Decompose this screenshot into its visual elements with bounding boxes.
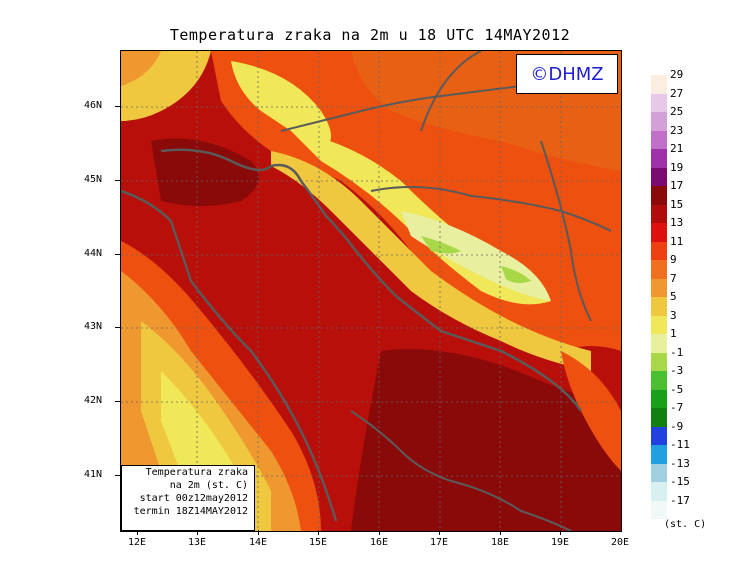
map-info-box: Temperatura zraka na 2m (st. C) start 00… bbox=[121, 465, 255, 531]
colorbar-swatch bbox=[651, 241, 667, 260]
colorbar-label: -13 bbox=[670, 456, 690, 470]
x-tick bbox=[197, 530, 198, 535]
x-tick bbox=[137, 530, 138, 535]
colorbar-swatch bbox=[651, 112, 667, 131]
y-tick bbox=[115, 401, 120, 402]
y-tick bbox=[115, 475, 120, 476]
colorbar-swatch bbox=[651, 149, 667, 168]
colorbar-unit: (st. C) bbox=[664, 519, 707, 530]
colorbar-label: -7 bbox=[670, 401, 684, 414]
colorbar-swatch bbox=[651, 500, 667, 519]
x-tick-label: 12E bbox=[127, 537, 147, 548]
colorbar-swatch bbox=[651, 93, 667, 112]
y-tick bbox=[115, 180, 120, 181]
colorbar-label: -1 bbox=[670, 345, 684, 359]
colorbar-swatch bbox=[651, 371, 667, 390]
colorbar-label: 21 bbox=[670, 142, 684, 155]
y-tick-label: 44N bbox=[84, 248, 103, 259]
x-tick-label: 18E bbox=[490, 537, 510, 548]
colorbar-label: 15 bbox=[670, 197, 684, 211]
info-line: start 00z12may2012 bbox=[139, 493, 248, 504]
temperature-map bbox=[120, 50, 622, 532]
colorbar-label: -9 bbox=[670, 419, 684, 433]
x-tick bbox=[560, 530, 561, 535]
colorbar-label: 27 bbox=[670, 86, 684, 100]
dhmz-logo: ©DHMZ bbox=[516, 54, 618, 94]
y-tick bbox=[115, 327, 120, 328]
y-tick-label: 43N bbox=[84, 321, 103, 332]
colorbar-swatch bbox=[651, 389, 667, 408]
colorbar-label: 11 bbox=[670, 234, 684, 248]
colorbar-swatch bbox=[651, 445, 667, 464]
x-tick-label: 17E bbox=[429, 537, 449, 548]
colorbar-swatch bbox=[651, 482, 667, 501]
x-tick-label: 13E bbox=[187, 537, 207, 548]
colorbar-swatch bbox=[651, 223, 667, 242]
x-tick bbox=[500, 530, 501, 535]
info-line: termin 18Z14MAY2012 bbox=[133, 506, 248, 517]
x-tick-label: 19E bbox=[550, 537, 570, 548]
x-tick-label: 15E bbox=[308, 537, 328, 548]
page-title: Temperatura zraka na 2m u 18 UTC 14MAY20… bbox=[169, 26, 571, 44]
colorbar-label: 1 bbox=[670, 327, 677, 340]
colorbar-swatch bbox=[651, 204, 667, 223]
y-tick-label: 45N bbox=[84, 174, 103, 185]
colorbar-swatch bbox=[651, 334, 667, 353]
x-tick bbox=[318, 530, 319, 535]
x-tick bbox=[258, 530, 259, 535]
colorbar-swatch bbox=[651, 297, 667, 316]
colorbar-label: -5 bbox=[670, 382, 684, 396]
colorbar-swatch bbox=[651, 352, 667, 371]
colorbar-label: 17 bbox=[670, 179, 684, 192]
info-line: na 2m (st. C) bbox=[169, 480, 248, 491]
colorbar-swatch bbox=[651, 426, 667, 445]
y-tick-label: 42N bbox=[84, 395, 103, 406]
colorbar-swatch bbox=[651, 75, 667, 94]
temperature-field bbox=[121, 51, 621, 531]
y-tick-label: 46N bbox=[84, 100, 103, 111]
colorbar-label: 7 bbox=[670, 271, 677, 285]
colorbar-swatch bbox=[651, 315, 667, 334]
x-tick-label: 14E bbox=[248, 537, 268, 548]
colorbar-label: -17 bbox=[670, 493, 690, 507]
colorbar-label: 13 bbox=[670, 216, 684, 229]
colorbar-label: -11 bbox=[670, 438, 690, 451]
x-tick bbox=[439, 530, 440, 535]
colorbar-label: 23 bbox=[670, 123, 684, 137]
colorbar-label: 29 bbox=[670, 68, 684, 81]
colorbar-swatch bbox=[651, 167, 667, 186]
colorbar-label: -15 bbox=[670, 475, 690, 488]
colorbar-swatch bbox=[651, 408, 667, 427]
x-tick-label: 20E bbox=[610, 537, 630, 548]
colorbar-swatch bbox=[651, 278, 667, 297]
colorbar-label: 25 bbox=[670, 105, 684, 118]
colorbar-label: 5 bbox=[670, 290, 677, 303]
info-line: Temperatura zraka bbox=[145, 467, 248, 478]
colorbar-label: 3 bbox=[670, 308, 677, 322]
y-tick bbox=[115, 106, 120, 107]
x-tick bbox=[379, 530, 380, 535]
y-tick-label: 41N bbox=[84, 469, 103, 480]
x-tick-label: 16E bbox=[369, 537, 389, 548]
colorbar-swatch bbox=[651, 260, 667, 279]
y-tick bbox=[115, 254, 120, 255]
colorbar-swatch bbox=[651, 463, 667, 482]
colorbar-label: 9 bbox=[670, 253, 677, 266]
colorbar-swatch bbox=[651, 186, 667, 205]
colorbar bbox=[651, 75, 667, 519]
colorbar-label: 19 bbox=[670, 160, 684, 174]
colorbar-label: -3 bbox=[670, 364, 684, 377]
colorbar-swatch bbox=[651, 130, 667, 149]
